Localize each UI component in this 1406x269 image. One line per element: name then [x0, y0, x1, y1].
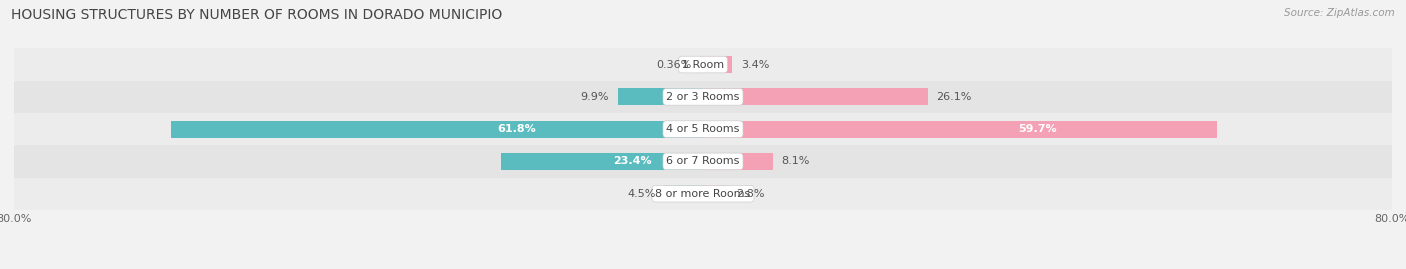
Text: 9.9%: 9.9% [581, 92, 609, 102]
Legend: Owner-occupied, Renter-occupied: Owner-occupied, Renter-occupied [572, 266, 834, 269]
Bar [14, 178, 1392, 210]
Bar [703, 56, 733, 73]
Text: 8 or more Rooms: 8 or more Rooms [655, 189, 751, 199]
Text: 2 or 3 Rooms: 2 or 3 Rooms [666, 92, 740, 102]
Bar [14, 48, 1392, 81]
Bar [703, 185, 727, 202]
Text: 4.5%: 4.5% [627, 189, 655, 199]
Bar [170, 121, 703, 137]
Text: 61.8%: 61.8% [498, 124, 536, 134]
Text: 1 Room: 1 Room [682, 59, 724, 70]
Bar [700, 56, 703, 73]
Bar [703, 121, 1218, 137]
Text: 8.1%: 8.1% [782, 156, 810, 167]
Bar [14, 113, 1392, 145]
Text: 23.4%: 23.4% [613, 156, 652, 167]
Text: 59.7%: 59.7% [1018, 124, 1056, 134]
Bar [703, 153, 773, 170]
Bar [14, 145, 1392, 178]
Bar [617, 89, 703, 105]
Text: 0.36%: 0.36% [657, 59, 692, 70]
Text: 3.4%: 3.4% [741, 59, 769, 70]
Text: 26.1%: 26.1% [936, 92, 972, 102]
Bar [664, 185, 703, 202]
Text: HOUSING STRUCTURES BY NUMBER OF ROOMS IN DORADO MUNICIPIO: HOUSING STRUCTURES BY NUMBER OF ROOMS IN… [11, 8, 502, 22]
Bar [703, 89, 928, 105]
Bar [14, 81, 1392, 113]
Text: 2.8%: 2.8% [735, 189, 765, 199]
Text: 4 or 5 Rooms: 4 or 5 Rooms [666, 124, 740, 134]
Bar [502, 153, 703, 170]
Text: 6 or 7 Rooms: 6 or 7 Rooms [666, 156, 740, 167]
Text: Source: ZipAtlas.com: Source: ZipAtlas.com [1284, 8, 1395, 18]
